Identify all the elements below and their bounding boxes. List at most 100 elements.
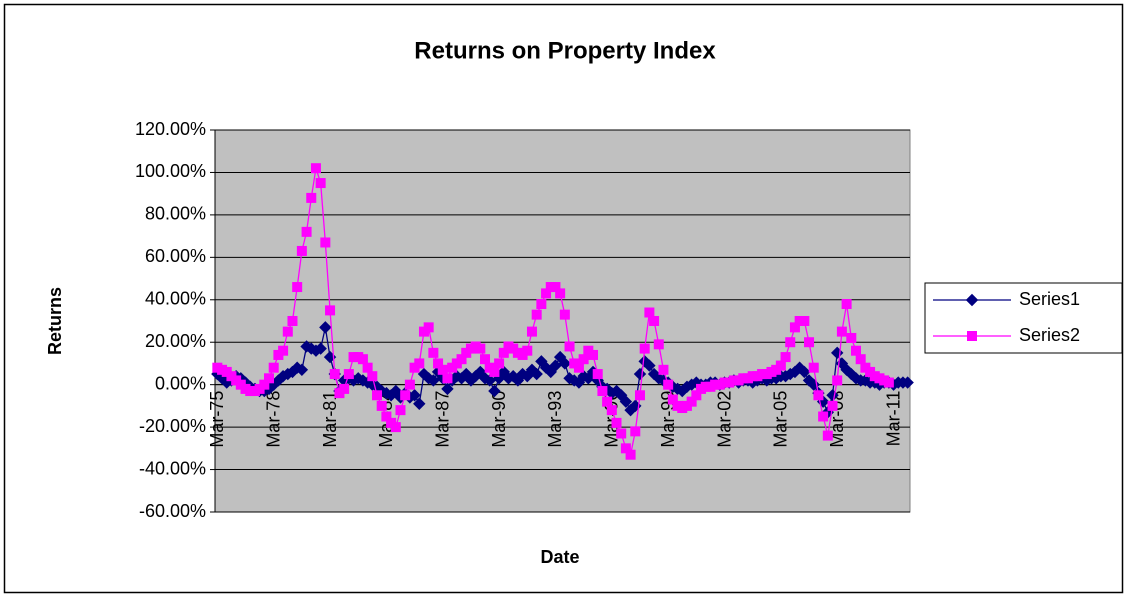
chart-title: Returns on Property Index	[414, 37, 716, 64]
y-tick-label: 100.00%	[135, 161, 206, 181]
data-point	[367, 371, 378, 382]
data-point	[775, 360, 786, 371]
legend-marker	[965, 293, 979, 307]
data-point	[602, 396, 613, 407]
x-tick-label: Mar-87	[433, 391, 453, 448]
data-point	[558, 357, 572, 370]
y-tick-label: 40.00%	[145, 289, 206, 309]
data-point	[314, 342, 327, 355]
data-point	[306, 192, 317, 203]
data-point	[644, 307, 655, 318]
data-point	[395, 405, 406, 416]
data-point	[780, 352, 791, 363]
data-point	[489, 366, 500, 377]
data-point	[855, 354, 866, 365]
data-point	[785, 337, 796, 348]
x-tick-label: Mar-11	[883, 391, 903, 447]
data-point	[564, 341, 575, 352]
legend-marker	[967, 331, 977, 341]
data-point	[268, 362, 279, 373]
y-tick-label: -60.00%	[139, 501, 206, 521]
data-point	[437, 364, 448, 375]
data-point	[292, 282, 303, 293]
data-point	[295, 363, 309, 377]
data-point	[663, 379, 674, 390]
data-point	[798, 365, 811, 379]
data-point	[611, 417, 622, 428]
data-point	[423, 322, 434, 333]
data-point	[315, 178, 326, 189]
data-point	[555, 288, 566, 299]
y-tick-label: 20.00%	[145, 331, 206, 351]
data-point	[494, 358, 505, 369]
data-point	[329, 369, 340, 380]
legend-label: Series1	[1019, 289, 1080, 309]
data-point	[282, 326, 293, 337]
data-point	[822, 430, 833, 441]
data-point	[480, 354, 491, 365]
data-point	[588, 349, 599, 360]
data-point	[531, 309, 542, 320]
data-point	[400, 390, 411, 401]
data-point	[530, 367, 543, 381]
data-point	[799, 316, 810, 326]
data-point	[319, 321, 332, 334]
y-axis-title: Returns	[45, 287, 65, 355]
data-point	[442, 373, 453, 384]
data-point	[343, 369, 354, 380]
data-point	[413, 397, 426, 410]
data-point	[296, 245, 307, 256]
data-point	[818, 411, 829, 422]
data-point	[813, 390, 824, 401]
data-point	[592, 369, 603, 380]
data-point	[846, 332, 857, 343]
x-tick-label: Mar-81	[320, 391, 340, 448]
x-tick-label: Mar-02	[714, 391, 734, 448]
data-point	[619, 395, 633, 408]
data-point	[616, 428, 627, 439]
data-point	[832, 375, 843, 386]
data-point	[804, 337, 815, 348]
data-point	[630, 426, 641, 437]
data-point	[376, 400, 387, 411]
data-point	[883, 377, 894, 388]
data-point	[320, 237, 331, 248]
data-point	[441, 382, 454, 396]
data-point	[264, 373, 275, 384]
data-point	[559, 309, 570, 320]
data-point	[310, 163, 321, 174]
data-point	[475, 343, 486, 354]
y-tick-label: 120.00%	[135, 119, 206, 139]
data-point	[408, 389, 421, 402]
x-tick-label: Mar-75	[207, 391, 227, 448]
y-tick-label: 0.00%	[155, 373, 206, 393]
data-point	[643, 359, 656, 372]
data-point	[390, 422, 401, 433]
data-point	[625, 449, 636, 460]
data-point	[522, 345, 533, 356]
data-point	[653, 339, 664, 350]
data-point	[639, 343, 650, 354]
y-tick-label: -40.00%	[139, 458, 206, 478]
data-point	[841, 299, 852, 310]
data-point	[827, 400, 838, 411]
data-point	[901, 376, 914, 389]
data-point	[578, 354, 589, 365]
legend-label: Series2	[1019, 325, 1080, 345]
data-point	[362, 362, 373, 373]
data-point	[414, 358, 425, 369]
x-tick-label: Mar-78	[263, 391, 283, 448]
data-point	[836, 326, 847, 337]
legend-box	[924, 282, 1123, 354]
data-point	[428, 347, 439, 358]
data-point	[404, 379, 415, 390]
x-tick-label: Mar-90	[489, 391, 509, 448]
data-point	[808, 362, 819, 373]
data-point	[357, 354, 368, 365]
data-point	[278, 345, 289, 356]
data-point	[339, 383, 350, 394]
x-axis-title: Date	[540, 547, 579, 567]
data-point	[536, 299, 547, 310]
